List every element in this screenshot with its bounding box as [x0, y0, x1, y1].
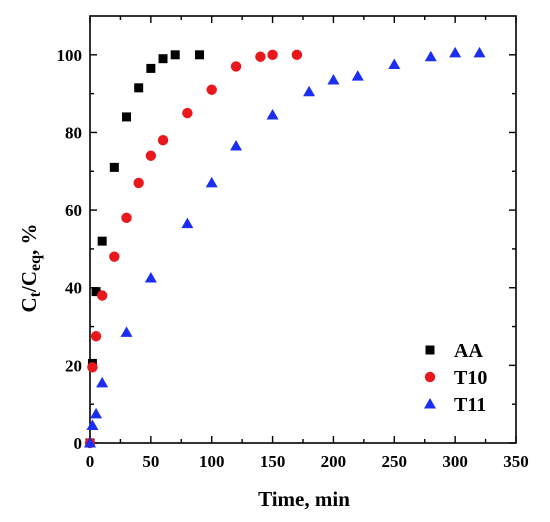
legend-marker-t11: [424, 398, 436, 409]
point-t11: [230, 140, 243, 151]
point-t11: [90, 407, 103, 419]
x-axis-title: Time, min: [258, 487, 350, 511]
y-axis-title-main: C: [17, 297, 41, 312]
point-aa: [122, 112, 132, 122]
x-tick-label: 250: [382, 452, 408, 471]
point-t10: [90, 331, 102, 342]
point-aa: [97, 236, 107, 246]
y-axis-title-slash: /C: [17, 271, 41, 293]
point-t10: [87, 362, 98, 373]
point-aa: [195, 50, 205, 60]
point-t10: [291, 49, 303, 61]
point-aa: [109, 162, 119, 172]
x-tick-label: 350: [503, 452, 529, 471]
point-t11: [120, 326, 133, 337]
point-t11: [84, 437, 96, 448]
y-axis-title-sub1: t: [27, 291, 44, 297]
point-t10: [255, 51, 266, 62]
point-t11: [96, 376, 109, 388]
y-axis-title-sub2: eq: [27, 255, 44, 271]
y-tick-label: 40: [65, 279, 82, 298]
legend-label-t10: T10: [454, 367, 487, 389]
point-aa: [146, 63, 156, 73]
point-aa: [158, 54, 168, 64]
point-t10: [206, 84, 217, 95]
y-tick-label: 20: [65, 356, 82, 375]
point-t10: [182, 107, 193, 119]
point-aa: [170, 50, 180, 60]
y-axis-title: Ct/Ceq, %: [17, 224, 44, 313]
point-t10: [121, 212, 132, 224]
data-markers: [84, 46, 486, 449]
point-t11: [327, 74, 340, 85]
legend: AA T10 T11: [424, 340, 487, 416]
point-t11: [473, 46, 486, 58]
point-t11: [449, 46, 462, 58]
x-tick-label: 0: [86, 452, 95, 471]
point-t11: [424, 50, 437, 62]
point-t10: [133, 177, 144, 189]
y-tick-label: 80: [65, 123, 82, 142]
point-t11: [181, 217, 194, 229]
point-t10: [230, 61, 242, 72]
x-tick-label: 300: [442, 452, 468, 471]
legend-marker-aa: [425, 345, 435, 355]
plot-frame: [89, 15, 517, 444]
point-t11: [144, 272, 157, 283]
point-t10: [157, 135, 169, 146]
plot-area: 0 50 100 150 200 250 300 350 0 20 40 60 80 100: [57, 15, 529, 471]
x-tick-label: 200: [321, 452, 347, 471]
legend-label-t11: T11: [454, 394, 486, 416]
point-t11: [266, 108, 279, 120]
point-t10: [109, 251, 120, 262]
y-axis-title-unit: , %: [17, 224, 41, 256]
point-t11: [303, 85, 316, 97]
point-aa: [134, 83, 144, 93]
point-t11: [205, 176, 218, 188]
point-t10: [267, 49, 278, 61]
legend-marker-t10: [424, 371, 436, 383]
point-t10: [145, 150, 157, 161]
y-tick-label: 0: [74, 434, 83, 453]
point-t10: [96, 290, 108, 301]
point-t11: [86, 419, 99, 431]
x-tick-label: 100: [199, 452, 225, 471]
y-tick-label: 60: [65, 201, 82, 220]
point-t11: [351, 70, 364, 81]
point-aa: [91, 287, 101, 297]
y-tick-label: 100: [57, 46, 83, 65]
legend-label-aa: AA: [454, 340, 483, 362]
point-t11: [388, 58, 401, 70]
x-tick-label: 150: [260, 452, 286, 471]
x-tick-label: 50: [142, 452, 159, 471]
